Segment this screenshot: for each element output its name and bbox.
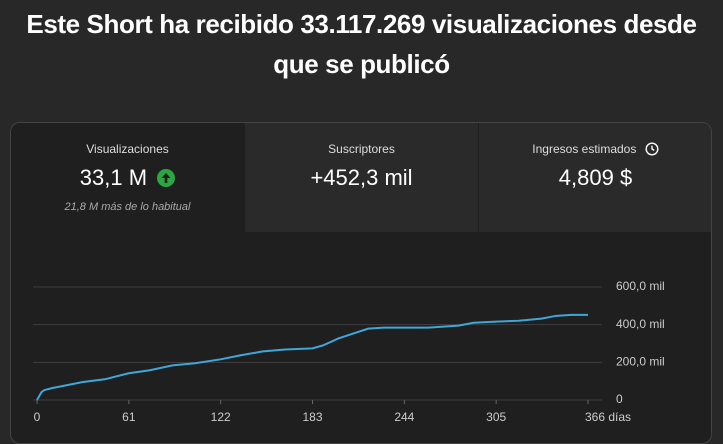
card-value-row: 33,1 M xyxy=(11,165,244,191)
x-tick-label: 61 xyxy=(122,410,136,424)
x-tick-label: 305 xyxy=(486,410,506,424)
card-value: 4,809 $ xyxy=(558,165,633,190)
line xyxy=(36,313,588,401)
card-label-row: Ingresos estimados xyxy=(479,142,711,156)
card-label: Visualizaciones xyxy=(86,142,169,156)
clock-icon[interactable] xyxy=(645,142,659,156)
y-tick-label: 400,0 mil xyxy=(616,317,665,331)
x-tick-label: 0 xyxy=(34,410,41,424)
card-value: 33,1 M xyxy=(79,165,148,190)
chart: 0 200,0 mil 400,0 mil 600,0 mil 0 61 122 183 244… xyxy=(33,279,665,424)
views-tab[interactable]: Visualizaciones 33,1 M 21,8 M más de lo … xyxy=(11,123,244,232)
x-tick-label: 366 días xyxy=(585,410,631,424)
x-tick-label: 183 xyxy=(302,410,322,424)
x-tick-label: 244 xyxy=(394,410,414,424)
card-note: 21,8 M más de lo habitual xyxy=(64,201,191,213)
page: Este Short ha recibido 33.117.269 visual… xyxy=(10,9,712,444)
subs-tab[interactable]: Suscriptores +452,3 mil xyxy=(244,123,478,232)
y-tick-label: 600,0 mil xyxy=(616,279,665,293)
y-tick-label: 0 xyxy=(616,392,623,406)
revenue-tab[interactable]: Ingresos estimados 4,809 $ xyxy=(478,123,711,232)
x-tick-label: 122 xyxy=(211,410,231,424)
card-label: Suscriptores xyxy=(328,142,395,156)
up-icon xyxy=(157,169,176,187)
card-value: +452,3 mil xyxy=(310,165,413,190)
analytics-panel: Visualizaciones 33,1 M 21,8 M más de lo … xyxy=(10,122,712,444)
y-tick-label: 200,0 mil xyxy=(616,355,665,369)
card-label: Ingresos estimados xyxy=(532,142,637,156)
page-title: Este Short ha recibido 33.117.269 visual… xyxy=(26,9,697,79)
